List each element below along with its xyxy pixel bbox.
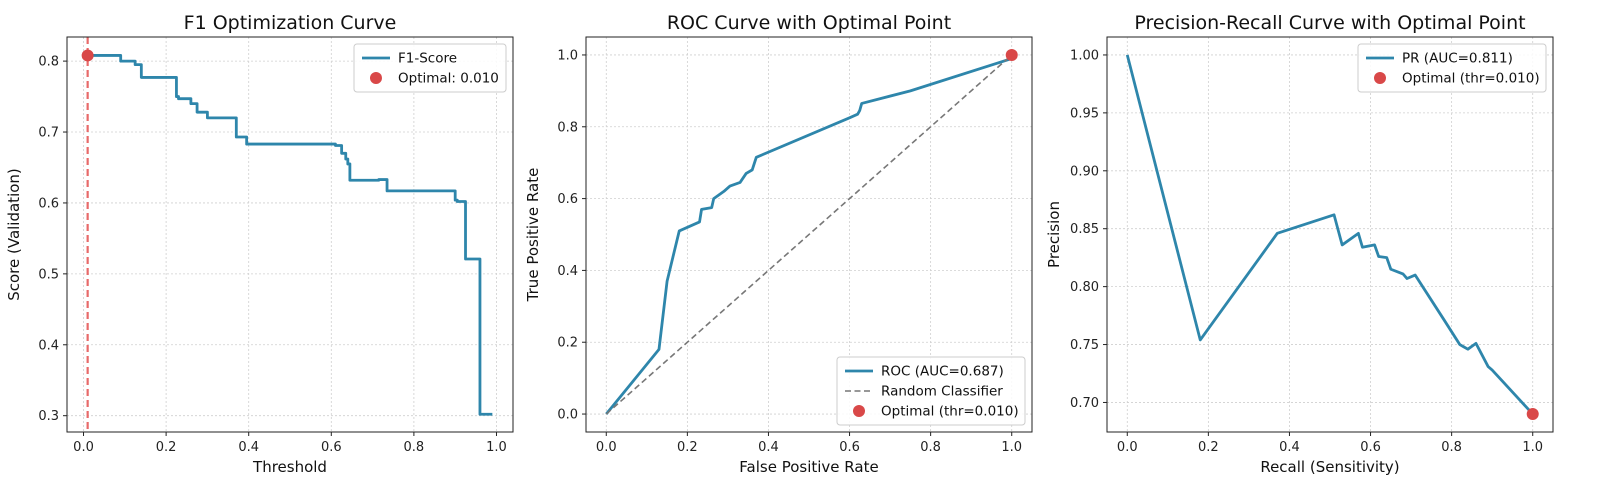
legend-entry-label: ROC (AUC=0.687) <box>881 364 1004 380</box>
legend-point-swatch <box>1374 72 1386 84</box>
x-tick-label: 0.8 <box>404 440 425 455</box>
y-tick-label: 0.95 <box>1070 106 1099 121</box>
x-axis-label: Threshold <box>252 458 327 476</box>
x-axis-label: False Positive Rate <box>739 458 878 476</box>
y-axis-label: Score (Validation) <box>5 168 23 301</box>
x-tick-label: 1.0 <box>1522 440 1543 455</box>
f1-optimization-panel: 0.0 0.2 0.4 0.6 0.8 1.0 0.3 0.4 0.5 0.6 0.7 0.8 F1 O… <box>5 12 514 476</box>
y-axis-label: Precision <box>1045 201 1063 268</box>
y-tick-label: 0.8 <box>557 120 578 135</box>
x-tick-label: 0.0 <box>596 440 617 455</box>
plot-area <box>86 37 493 432</box>
legend-entry-label: F1-Score <box>398 51 457 67</box>
x-tick-label: 0.4 <box>758 440 779 455</box>
series-line <box>87 54 493 416</box>
optimal-point-marker <box>81 49 94 62</box>
x-tick-label: 0.4 <box>238 440 259 455</box>
x-tick-label: 0.8 <box>920 440 941 455</box>
x-tick-label: 0.2 <box>156 440 177 455</box>
legend-entry-label: Optimal (thr=0.010) <box>1402 71 1540 87</box>
axes-frame <box>66 36 514 433</box>
series-line <box>605 57 1013 415</box>
legend-box <box>836 356 1026 426</box>
y-tick-label: 0.7 <box>38 126 59 141</box>
y-tick-label: 0.8 <box>38 55 59 70</box>
x-tick-label: 1.0 <box>486 440 507 455</box>
y-tick-label: 0.80 <box>1070 280 1099 295</box>
series-line <box>1125 54 1534 415</box>
legend-entry-label: Random Classifier <box>881 384 1003 400</box>
x-tick-label: 0.6 <box>321 440 342 455</box>
y-tick-label: 0.2 <box>557 336 578 351</box>
x-axis-label: Recall (Sensitivity) <box>1260 458 1399 476</box>
y-tick-label: 0.4 <box>38 338 59 353</box>
plot-area <box>1125 54 1534 415</box>
y-tick-label: 1.00 <box>1070 48 1099 63</box>
y-tick-label: 0.6 <box>38 196 59 211</box>
axes-frame <box>1106 36 1554 433</box>
chart-title: ROC Curve with Optimal Point <box>667 12 951 34</box>
legend-box <box>353 43 507 93</box>
plot-area <box>605 54 1013 415</box>
legend-entry-label: Optimal: 0.010 <box>398 71 499 87</box>
y-tick-label: 0.85 <box>1070 222 1099 237</box>
chart-title: Precision-Recall Curve with Optimal Poin… <box>1134 12 1525 34</box>
x-tick-label: 0.2 <box>1198 440 1219 455</box>
y-tick-label: 0.0 <box>557 408 578 423</box>
precision-recall-panel: 0.0 0.2 0.4 0.6 0.8 1.0 0.70 0.75 0.80 0.85 0.90 0.… <box>1045 12 1554 476</box>
y-tick-label: 0.4 <box>557 264 578 279</box>
legend: PR (AUC=0.811) Optimal (thr=0.010) <box>1357 43 1547 93</box>
y-tick-label: 0.3 <box>38 409 59 424</box>
x-tick-label: 0.4 <box>1279 440 1300 455</box>
x-tick-label: 0.8 <box>1441 440 1462 455</box>
x-tick-label: 0.2 <box>677 440 698 455</box>
x-tick-label: 0.0 <box>73 440 94 455</box>
y-tick-label: 0.90 <box>1070 164 1099 179</box>
y-tick-label: 0.5 <box>38 267 59 282</box>
legend: ROC (AUC=0.687) Random Classifier Optimal … <box>836 356 1026 426</box>
chart-title: F1 Optimization Curve <box>184 12 397 34</box>
roc-curve-panel: 0.0 0.2 0.4 0.6 0.8 1.0 0.0 0.2 0.4 0.6 0.8 1.0 ROC … <box>524 12 1033 476</box>
optimal-point-marker <box>1526 408 1539 421</box>
axes-frame <box>585 36 1033 433</box>
legend: F1-Score Optimal: 0.010 <box>353 43 507 93</box>
y-axis-label: True Positive Rate <box>524 168 542 303</box>
legend-entry-label: PR (AUC=0.811) <box>1402 51 1513 67</box>
y-tick-label: 1.0 <box>557 48 578 63</box>
y-tick-label: 0.70 <box>1070 396 1099 411</box>
x-tick-label: 1.0 <box>1001 440 1022 455</box>
x-tick-label: 0.6 <box>1360 440 1381 455</box>
legend-box <box>1357 43 1547 93</box>
y-tick-label: 0.6 <box>557 192 578 207</box>
random-classifier-line <box>605 54 1013 415</box>
x-tick-label: 0.0 <box>1117 440 1138 455</box>
x-tick-label: 0.6 <box>839 440 860 455</box>
legend-entry-label: Optimal (thr=0.010) <box>881 404 1019 420</box>
legend-point-swatch <box>370 72 382 84</box>
legend-point-swatch <box>853 405 865 417</box>
y-tick-label: 0.75 <box>1070 338 1099 353</box>
optimal-point-marker <box>1005 48 1018 61</box>
